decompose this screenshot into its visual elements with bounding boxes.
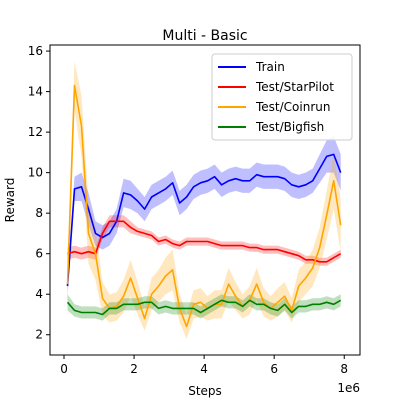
x-axis-offset-text: 1e6 — [337, 381, 360, 395]
y-axis-label: Reward — [3, 178, 17, 223]
y-tick-label: 6 — [35, 247, 43, 261]
band-series-3 — [67, 294, 341, 321]
plot-area-frame — [49, 44, 361, 356]
band-series-1 — [67, 215, 341, 266]
legend-box — [211, 53, 353, 141]
x-tick-label: 6 — [270, 362, 278, 376]
legend-label-1: Test/StarPilot — [255, 80, 334, 94]
y-tick-label: 12 — [28, 125, 43, 139]
x-tick-label: 4 — [200, 362, 208, 376]
y-tick-label: 10 — [28, 166, 43, 180]
y-axis-ticks: 2 4 6 8 10 12 14 16 — [28, 44, 50, 342]
x-tick-label: 0 — [60, 362, 68, 376]
line-series-1 — [67, 220, 342, 263]
y-tick-label: 4 — [35, 287, 43, 301]
line-series-0 — [66, 153, 342, 287]
y-tick-label: 14 — [28, 85, 43, 99]
line-series-3 — [66, 299, 342, 316]
y-tick-label: 8 — [35, 206, 43, 220]
x-axis-label: Steps — [188, 384, 222, 398]
x-tick-label: 8 — [340, 362, 348, 376]
y-tick-label: 16 — [28, 44, 43, 58]
y-tick-label: 2 — [35, 328, 43, 342]
band-series-0 — [67, 136, 341, 295]
x-axis-ticks: 0 2 4 6 8 — [60, 355, 348, 376]
legend-label-3: Test/Bigfish — [255, 120, 324, 134]
legend-label-2: Test/Coinrun — [255, 100, 330, 114]
line-series-2 — [66, 84, 342, 328]
series-lines — [66, 84, 342, 328]
legend-label-0: Train — [255, 60, 285, 74]
x-tick-label: 2 — [130, 362, 138, 376]
legend: Train Test/StarPilot Test/Coinrun Test/Bigf… — [211, 53, 353, 141]
confidence-bands — [67, 61, 341, 339]
chart-title: Multi - Basic — [162, 28, 247, 44]
